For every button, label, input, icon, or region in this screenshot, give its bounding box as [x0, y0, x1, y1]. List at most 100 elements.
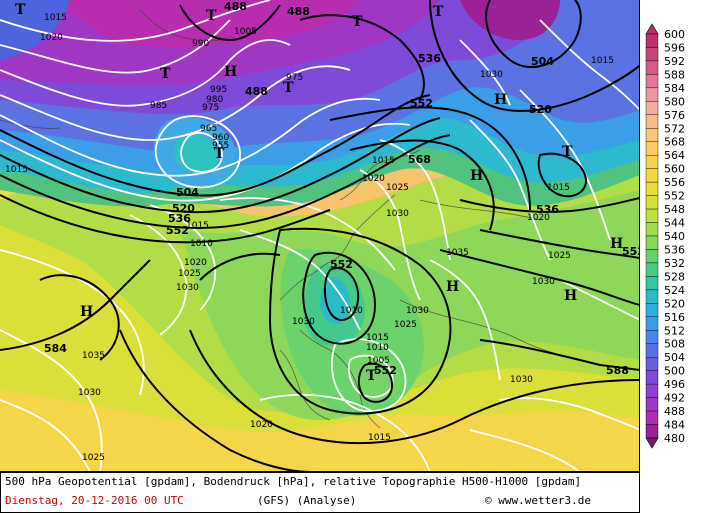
geopotential-label: 552 — [330, 258, 353, 271]
isobar-label: 1025 — [386, 183, 409, 193]
isobar-label: 1030 — [406, 306, 429, 316]
legend-swatch — [645, 181, 659, 196]
legend-value: 580 — [664, 95, 685, 108]
legend-scale: 6005965925885845805765725685645605565525… — [645, 23, 685, 449]
geopotential-label: 552 — [622, 245, 640, 258]
legend-value: 516 — [664, 311, 685, 324]
legend-swatch — [645, 87, 659, 102]
isobar-label: 1020 — [184, 258, 207, 268]
isobar-label: 1015 — [5, 165, 28, 175]
isobar-label: 1030 — [532, 277, 555, 287]
legend-swatch — [645, 424, 659, 439]
legend-value: 600 — [664, 28, 685, 41]
geopotential-label: 536 — [418, 52, 441, 65]
isobar-label: 1020 — [40, 33, 63, 43]
isobar-label: 1005 — [367, 356, 390, 366]
map-canvas: 488 488 488 504 520 536 552 504 520 536 … — [0, 0, 640, 471]
legend-value: 568 — [664, 136, 685, 149]
legend-value: 496 — [664, 378, 685, 391]
geopotential-label: 520 — [172, 202, 195, 215]
low-pressure-center: T — [352, 14, 363, 30]
geopotential-contours — [0, 0, 639, 471]
high-pressure-center: H — [80, 304, 93, 320]
caption-model: (GFS) (Analyse) — [257, 494, 357, 507]
legend-arrow-top — [645, 23, 659, 35]
legend-swatch — [645, 397, 659, 412]
high-pressure-center: H — [446, 279, 459, 295]
legend-value: 492 — [664, 392, 685, 405]
legend-swatch — [645, 316, 659, 331]
legend-swatch — [645, 47, 659, 62]
geopotential-label: 536 — [536, 203, 559, 216]
legend-swatch — [645, 33, 659, 48]
isobar-label: 1035 — [82, 351, 105, 361]
legend-swatch — [645, 195, 659, 210]
isobar-label: 1010 — [366, 343, 389, 353]
isobar-label: 980 — [206, 95, 223, 105]
low-pressure-center: T — [214, 146, 225, 162]
isobar-label: 1030 — [480, 70, 503, 80]
geopotential-label: 568 — [408, 153, 431, 166]
geopotential-label: 488 — [287, 5, 310, 18]
caption-date: Dienstag, 20-12-2016 00 UTC — [5, 494, 184, 507]
isobar-label: 1020 — [250, 420, 273, 430]
legend-value: 560 — [664, 163, 685, 176]
isobars — [0, 0, 639, 471]
isobar-label: 985 — [150, 101, 167, 111]
isobar-label: 1010 — [190, 239, 213, 249]
legend-swatch — [645, 114, 659, 129]
legend-swatch — [645, 168, 659, 183]
isobar-label: 1015 — [547, 183, 570, 193]
legend-value: 548 — [664, 203, 685, 216]
legend-swatch — [645, 370, 659, 385]
legend-value: 532 — [664, 257, 685, 270]
legend-value: 488 — [664, 405, 685, 418]
legend-value: 512 — [664, 324, 685, 337]
isobar-label: 1030 — [510, 375, 533, 385]
legend-value: 504 — [664, 351, 685, 364]
pressure-centers: T T T H T T T H H H H T T H T H T — [15, 2, 623, 384]
isobar-label: 965 — [200, 124, 217, 134]
legend-swatch — [645, 128, 659, 142]
caption-description: 500 hPa Geopotential [gpdam], Bodendruck… — [5, 475, 582, 488]
high-pressure-center: H — [224, 64, 237, 80]
legend-swatch — [645, 410, 659, 425]
legend-swatch — [645, 208, 659, 223]
isobar-label: 1030 — [176, 283, 199, 293]
geopotential-label: 504 — [176, 186, 199, 199]
high-pressure-center: H — [494, 92, 507, 108]
legend-value: 576 — [664, 109, 685, 122]
isobar-label: 975 — [286, 73, 303, 83]
legend-swatch — [645, 276, 659, 291]
legend-value: 588 — [664, 68, 685, 81]
isobar-label: 1035 — [446, 248, 469, 258]
isobar-label: 1020 — [527, 213, 550, 223]
low-pressure-center: T — [15, 2, 26, 18]
low-pressure-center: T — [160, 66, 171, 82]
geopotential-label: 584 — [44, 342, 67, 355]
legend-arrow-bottom — [645, 437, 659, 449]
caption-copyright: © www.wetter3.de — [485, 494, 591, 507]
high-pressure-center: H — [564, 288, 577, 304]
isobar-label: 1025 — [394, 320, 417, 330]
map-caption: 500 hPa Geopotential [gpdam], Bodendruck… — [0, 472, 640, 513]
legend-value: 484 — [664, 419, 685, 432]
geopotential-label: 536 — [168, 212, 191, 225]
geopotential-label: 520 — [529, 103, 552, 116]
low-pressure-center: T — [433, 4, 444, 20]
legend-value: 544 — [664, 217, 685, 230]
legend-value: 524 — [664, 284, 685, 297]
legend-swatch — [645, 101, 659, 116]
geopotential-label: 504 — [531, 55, 554, 68]
legend-value: 592 — [664, 55, 685, 68]
geopotential-label: 488 — [224, 0, 247, 13]
isobar-label: 1025 — [548, 251, 571, 261]
legend-swatch — [645, 330, 659, 344]
low-pressure-center: T — [206, 8, 217, 24]
topography-fill — [0, 0, 639, 471]
isobar-label: 995 — [210, 85, 227, 95]
isobar-label: 960 — [212, 133, 229, 143]
legend-value: 584 — [664, 82, 685, 95]
isobar-label: 1015 — [44, 13, 67, 23]
geopotential-label: 588 — [606, 364, 629, 377]
